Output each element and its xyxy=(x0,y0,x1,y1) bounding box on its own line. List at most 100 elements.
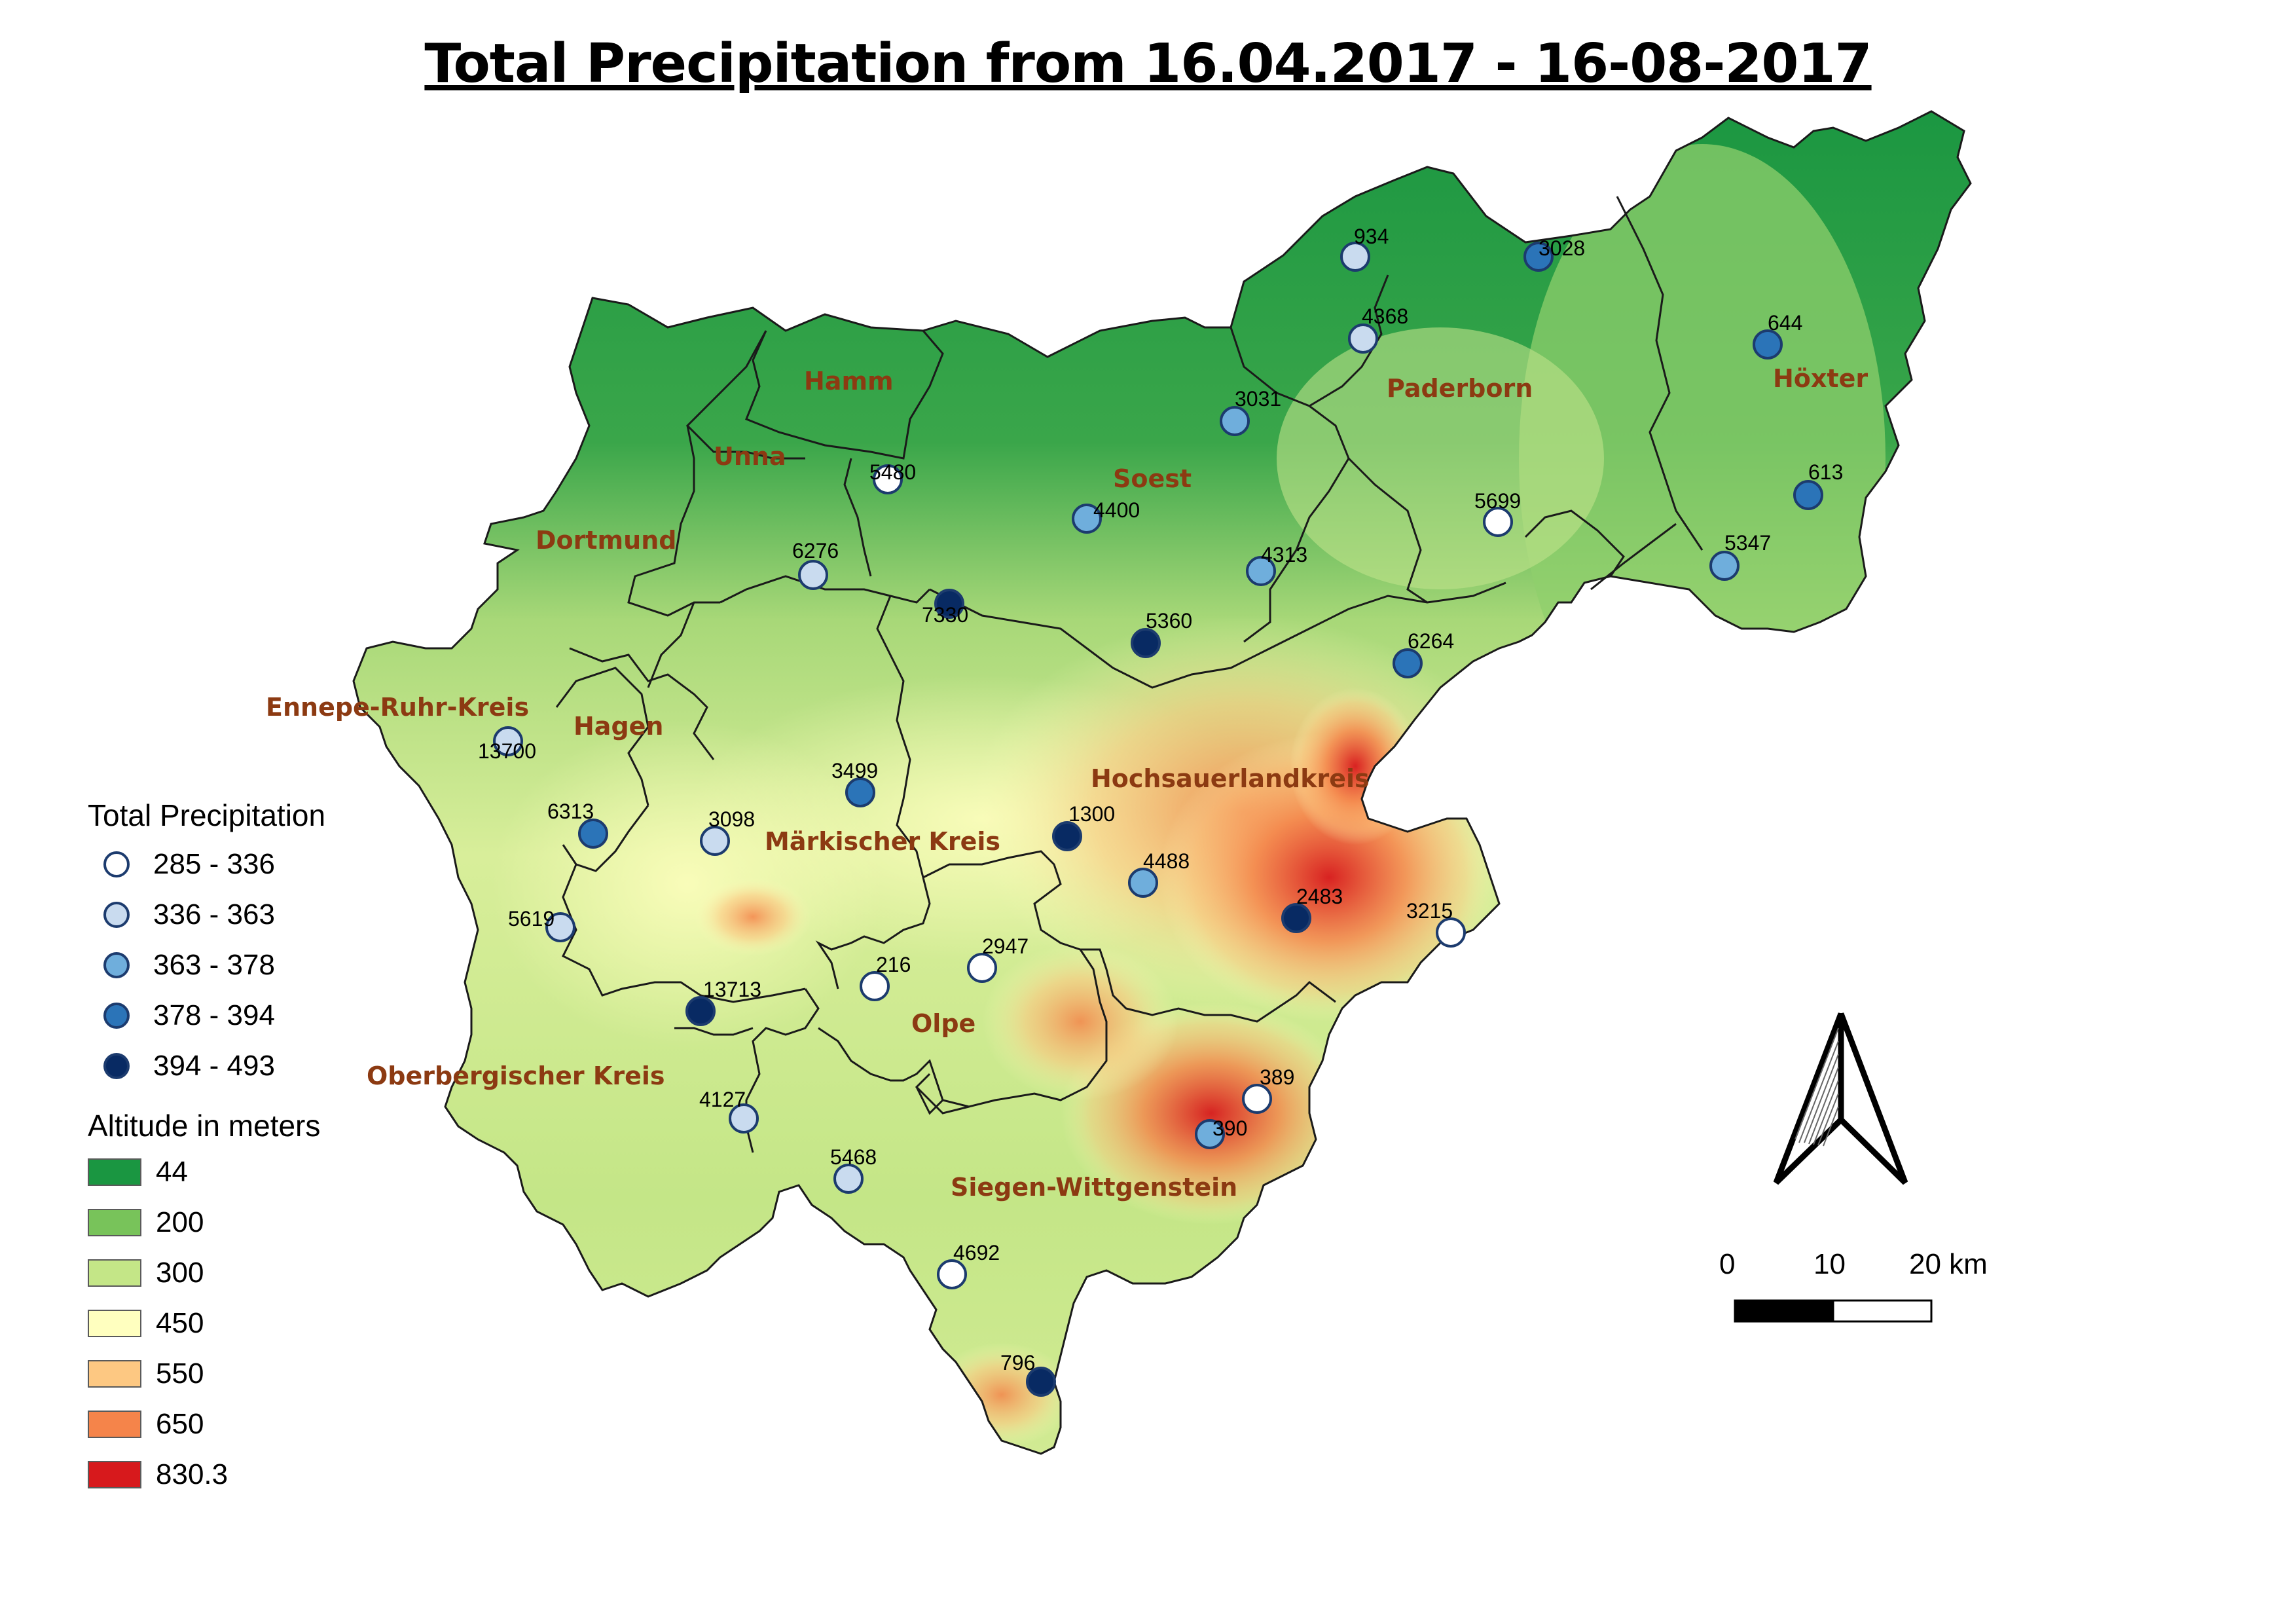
station-marker xyxy=(1052,821,1082,851)
district-label-hamm: Hamm xyxy=(804,367,894,396)
altitude-legend-swatch xyxy=(88,1158,141,1186)
station-label: 3098 xyxy=(708,807,755,831)
station-label: 5480 xyxy=(869,460,916,484)
station-label: 1300 xyxy=(1068,802,1115,826)
station-label: 5468 xyxy=(830,1145,877,1169)
station-label: 6276 xyxy=(792,539,839,563)
station-marker xyxy=(1340,242,1370,272)
district-label-ennepe-ruhr-kreis: Ennepe-Ruhr-Kreis xyxy=(266,693,529,722)
station-label: 6264 xyxy=(1408,629,1454,653)
altitude-legend-swatch xyxy=(88,1360,141,1388)
station-marker xyxy=(1753,329,1783,360)
station-marker xyxy=(1026,1367,1056,1397)
station-marker xyxy=(873,464,903,494)
north-arrow-icon xyxy=(1773,1012,1908,1185)
altitude-legend-item: 300 xyxy=(88,1253,204,1293)
station-label: 5699 xyxy=(1474,489,1521,513)
precipitation-legend-item: 363 - 378 xyxy=(103,946,275,985)
station-marker xyxy=(1793,480,1823,510)
station-label: 3215 xyxy=(1406,899,1453,923)
altitude-legend-label: 650 xyxy=(156,1408,204,1440)
station-marker xyxy=(1220,406,1250,436)
altitude-legend-item: 830.3 xyxy=(88,1455,228,1494)
station-label: 13713 xyxy=(703,978,761,1001)
precipitation-legend-label: 336 - 363 xyxy=(153,898,275,931)
station-label: 3028 xyxy=(1539,236,1585,260)
district-label-hagen: Hagen xyxy=(574,712,663,741)
station-label: 934 xyxy=(1354,225,1389,248)
altitude-legend-item: 44 xyxy=(88,1153,188,1192)
district-label-oberbergischer-kreis: Oberbergischer Kreis xyxy=(367,1061,665,1090)
station-marker xyxy=(937,1259,967,1289)
altitude-legend-label: 200 xyxy=(156,1206,204,1238)
altitude-legend-item: 450 xyxy=(88,1304,204,1343)
precipitation-legend-label: 394 - 493 xyxy=(153,1050,275,1082)
altitude-legend-label: 450 xyxy=(156,1307,204,1339)
district-label-paderborn: Paderborn xyxy=(1387,374,1533,403)
precipitation-legend-swatch xyxy=(103,902,130,928)
district-labels: Hamm Unna Dortmund Soest Paderborn Höxte… xyxy=(266,364,1868,1202)
station-marker xyxy=(1072,504,1102,534)
scale-bar-black-segment xyxy=(1734,1299,1834,1323)
station-label: 216 xyxy=(876,953,911,976)
station-marker xyxy=(1348,323,1378,354)
station-marker xyxy=(967,953,997,983)
station-label: 390 xyxy=(1212,1116,1247,1140)
district-label-olpe: Olpe xyxy=(911,1009,975,1038)
scale-bar-white-segment xyxy=(1832,1299,1933,1323)
altitude-legend-label: 300 xyxy=(156,1257,204,1289)
station-marker xyxy=(1128,868,1158,898)
district-label-dortmund: Dortmund xyxy=(536,526,676,555)
precipitation-legend-swatch xyxy=(103,952,130,978)
district-borders xyxy=(352,110,1972,1455)
district-label-soest: Soest xyxy=(1113,464,1192,493)
precipitation-legend-label: 285 - 336 xyxy=(153,848,275,880)
station-label: 4400 xyxy=(1093,498,1140,522)
altitude-legend-swatch xyxy=(88,1411,141,1438)
precipitation-legend-item: 378 - 394 xyxy=(103,996,275,1035)
station-marker xyxy=(845,777,875,807)
station-label: 13700 xyxy=(478,739,536,763)
station-marker xyxy=(685,996,716,1026)
precipitation-legend-item: 336 - 363 xyxy=(103,895,275,934)
precipitation-legend-label: 378 - 394 xyxy=(153,999,275,1031)
station-label: 389 xyxy=(1260,1065,1294,1089)
station-marker xyxy=(798,560,828,590)
station-label: 5360 xyxy=(1146,609,1192,633)
station-label: 644 xyxy=(1768,311,1802,335)
station-marker xyxy=(1246,556,1276,586)
precipitation-legend-swatch xyxy=(103,1003,130,1029)
station-marker xyxy=(1195,1119,1225,1149)
station-label: 4692 xyxy=(953,1241,1000,1264)
station-marker xyxy=(934,589,964,619)
scale-label-10: 10 xyxy=(1813,1248,1846,1280)
station-label: 613 xyxy=(1808,460,1843,484)
altitude-legend-label: 830.3 xyxy=(156,1458,228,1490)
station-marker xyxy=(729,1103,759,1134)
station-label: 6313 xyxy=(547,800,594,823)
station-marker xyxy=(578,819,608,849)
scale-bar xyxy=(1734,1299,1933,1323)
stations-layer: 934 3028 4368 644 3031 5480 4400 5699 613 6276 431… xyxy=(478,225,1843,1397)
precipitation-legend-item: 285 - 336 xyxy=(103,845,275,884)
station-marker xyxy=(1393,648,1423,678)
station-label: 7330 xyxy=(922,603,968,627)
altitude-legend-label: 44 xyxy=(156,1156,188,1188)
altitude-legend-swatch xyxy=(88,1259,141,1287)
station-marker xyxy=(1436,917,1466,948)
district-label-maerkischer-kreis: Märkischer Kreis xyxy=(765,827,1000,856)
station-label: 4313 xyxy=(1261,543,1307,566)
station-label: 3499 xyxy=(831,759,878,783)
map-title: Total Precipitation from 16.04.2017 - 16… xyxy=(424,33,1872,95)
altitude-legend-item: 200 xyxy=(88,1203,204,1242)
station-label: 4368 xyxy=(1362,304,1408,328)
station-marker xyxy=(700,826,730,856)
altitude-legend-title: Altitude in meters xyxy=(88,1109,321,1143)
precipitation-legend-label: 363 - 378 xyxy=(153,949,275,981)
station-marker xyxy=(1131,628,1161,658)
altitude-legend-swatch xyxy=(88,1209,141,1236)
scale-label-20-km: 20 km xyxy=(1909,1248,1988,1280)
altitude-legend-label: 550 xyxy=(156,1357,204,1390)
precipitation-legend-swatch xyxy=(103,1053,130,1079)
